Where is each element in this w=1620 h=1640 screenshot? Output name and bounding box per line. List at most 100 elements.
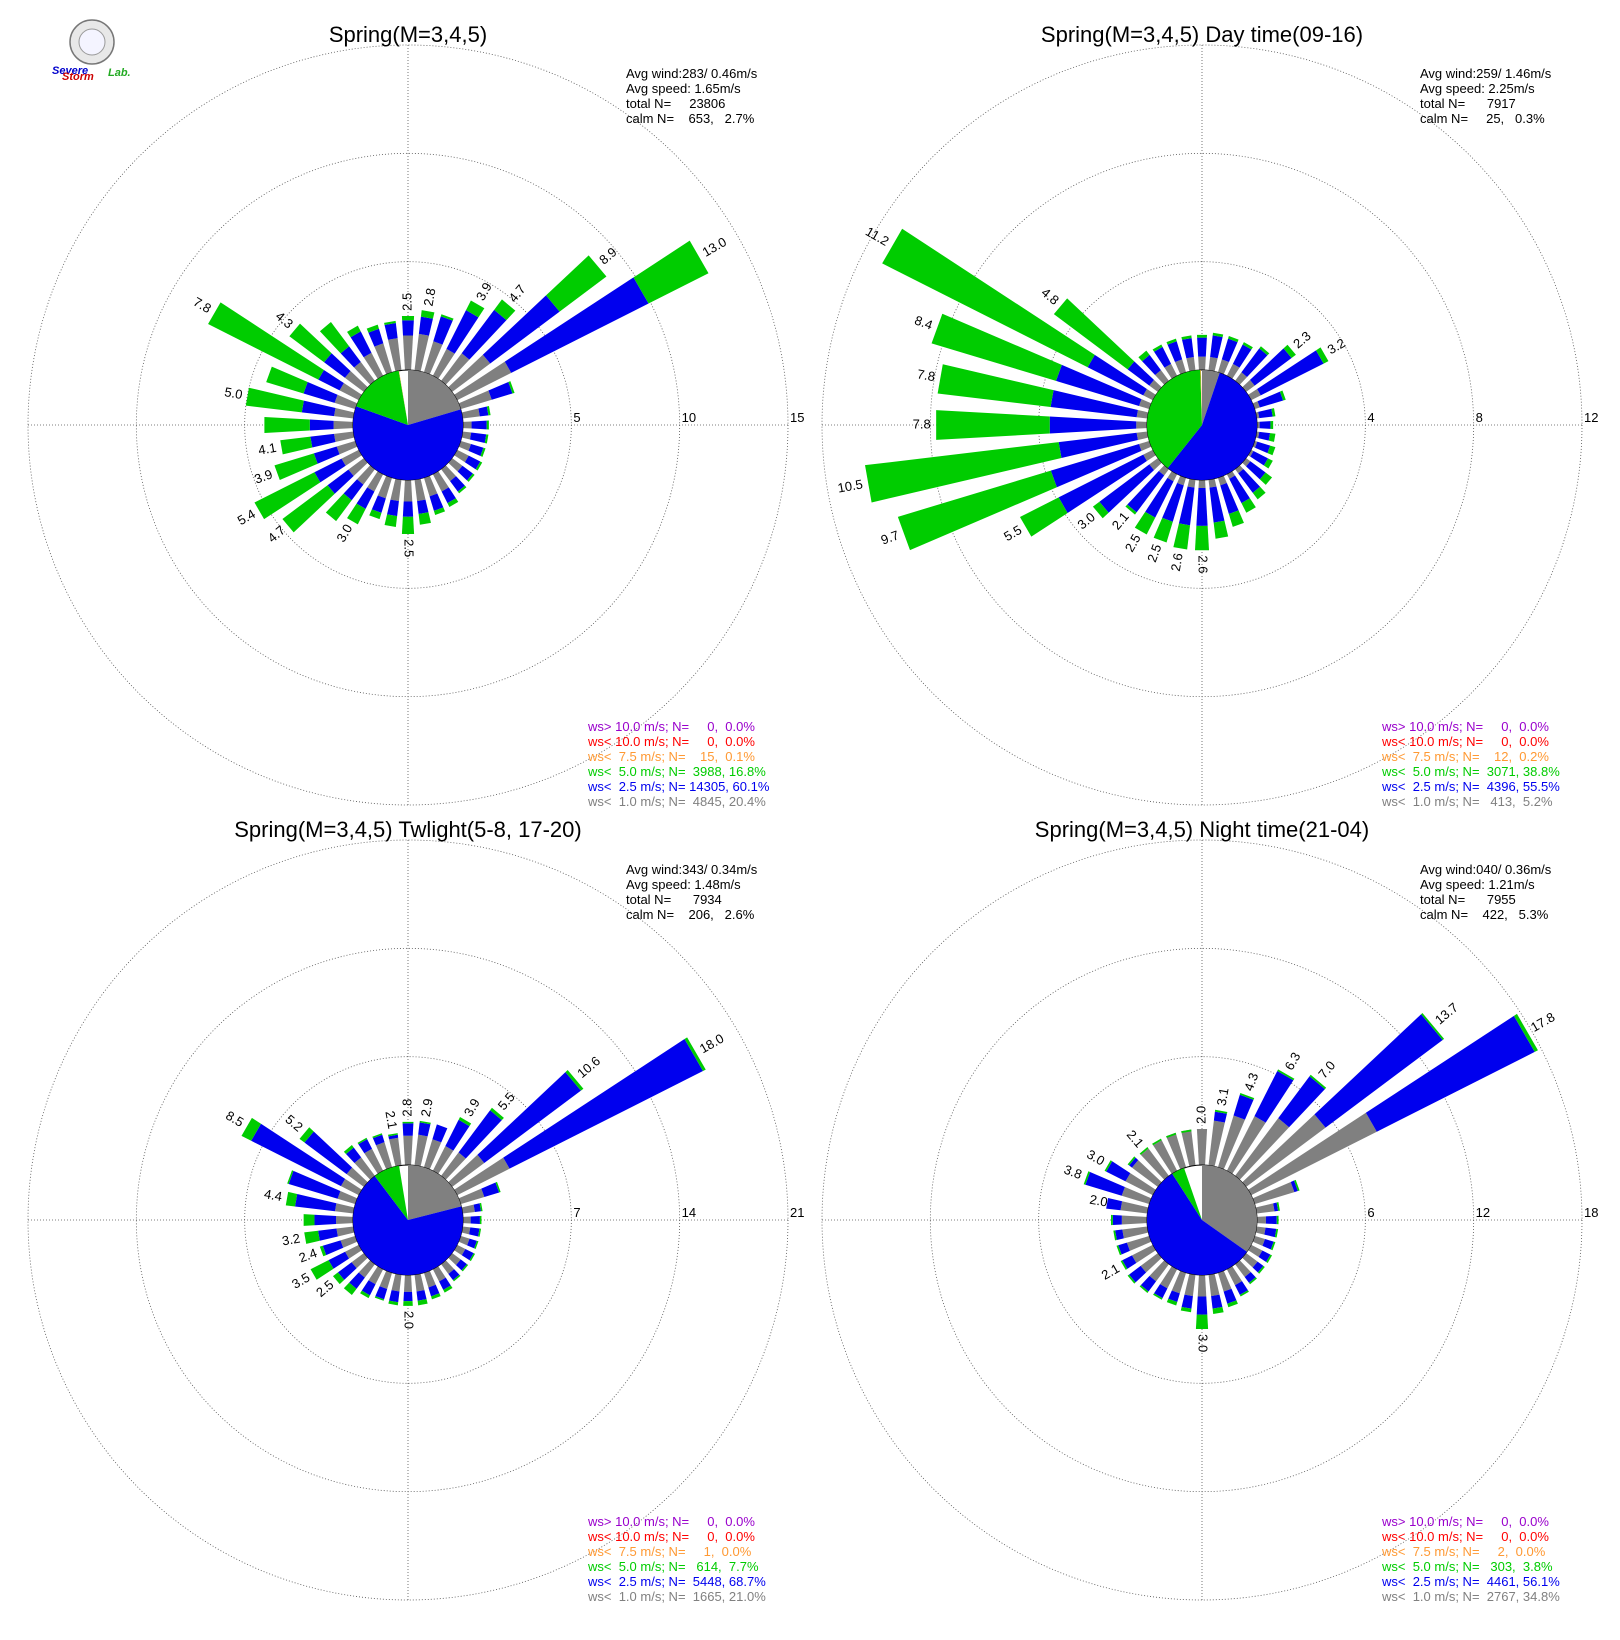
petal-segment-lt1 [363,352,384,379]
petal-segment-lt1 [1197,1274,1207,1297]
center-pie-slice-lt7-5 [398,370,408,425]
petal-peak-label: 10.5 [836,476,864,495]
petal-segment-lt2-5 [1154,1284,1168,1299]
petal-segment-lt2-5 [468,444,484,457]
petal-segment-lt1 [1234,1118,1290,1180]
legend-entry: ws< 5.0 m/s; N= 3071, 38.8% [1381,764,1560,779]
petal-segment-lt2-5 [1211,1294,1223,1309]
petal-peak-label: 2.1 [1099,1261,1122,1283]
petal-segment-lt2-5 [303,381,338,403]
petal-segment-lt1 [1186,356,1196,372]
petal-segment-lt5 [479,1215,482,1225]
petal-segment-lt1 [1248,449,1254,457]
petal-peak-label: 2.5 [1122,531,1144,554]
petal-segment-lt2-5 [372,1134,385,1146]
center-pie-slice-lt7-5 [1200,370,1202,425]
petal-peak-label: 2.4 [297,1245,319,1265]
stat-line: Avg wind:343/ 0.34m/s [626,862,758,877]
petal-segment-lt1 [458,1188,485,1205]
petal-segment-lt1 [337,1191,358,1205]
petal-segment-lt1 [1255,1203,1275,1214]
petal-segment-lt5 [1139,1285,1149,1293]
petal-segment-lt1 [1140,1148,1170,1180]
petal-segment-lt5 [208,302,324,380]
petal-segment-lt1 [1143,388,1156,401]
petal-peak-label: 3.0 [1196,1334,1211,1352]
petal-segment-lt5 [452,1274,461,1282]
petal-segment-lt5 [484,434,489,444]
petal-segment-lt2-5 [1278,1076,1325,1128]
petal-peak-label: 3.0 [333,521,355,544]
petal-segment-lt5 [289,323,332,363]
petal-segment-lt5 [403,1301,413,1306]
petal-segment-lt2-5 [1221,338,1238,363]
petal-segment-lt2-5 [418,316,433,336]
petal-segment-lt1 [414,1134,428,1167]
petal-segment-lt2-5 [417,499,429,515]
petal-segment-lt5 [1259,346,1270,356]
petal-segment-lt5 [486,420,489,430]
petal-segment-lt2-5 [1250,451,1269,466]
petal-segment-lt1 [334,394,358,410]
petal-segment-lt2-5 [1265,1215,1277,1225]
petal-segment-lt1 [458,440,472,451]
petal-segment-lt1 [1242,1114,1326,1188]
petal-segment-lt1 [423,1139,442,1170]
petal-segment-lt1 [375,1142,393,1170]
petal-segment-lt2-5 [441,487,456,504]
petal-segment-lt1 [1153,1140,1178,1174]
petal-segment-lt2-5 [504,277,649,373]
legend-entry: ws< 1.0 m/s; N= 4845, 20.4% [587,794,766,809]
petal-segment-lt1 [341,449,362,466]
petal-segment-lt1 [1226,1266,1243,1286]
petal-segment-lt5 [1294,1179,1300,1192]
petal-segment-lt2-5 [1122,1255,1137,1269]
petal-segment-lt1 [448,354,491,393]
petal-segment-lt2-5 [322,1240,344,1256]
petal-segment-lt5 [1242,342,1253,350]
petal-segment-lt5 [1263,458,1273,469]
ring-label: 6 [1367,1205,1374,1220]
petal-segment-lt5 [1309,1074,1327,1090]
petal-segment-lt1 [1208,1120,1225,1167]
petal-segment-lt1 [1122,1226,1149,1239]
petal-segment-lt2-5 [402,320,414,336]
petal-segment-lt5 [282,485,335,533]
stat-line: total N= 7917 [1420,96,1516,111]
petal-segment-lt5 [1116,1245,1122,1256]
petal-segment-lt5 [1152,344,1163,352]
legend-entry: ws< 1.0 m/s; N= 1665, 21.0% [587,1589,766,1604]
petal-segment-lt2-5 [318,369,344,391]
petal-segment-lt1 [1256,421,1260,429]
petal-segment-lt5 [474,1240,479,1249]
petal-segment-lt5 [1277,1069,1295,1081]
petal-segment-lt2-5 [310,433,336,448]
petal-segment-lt2-5 [1257,350,1324,396]
center-pie-slice-lt1 [1202,370,1220,425]
petal-segment-lt1 [364,1148,384,1174]
petal-segment-lt2-5 [1252,1261,1264,1273]
petal-segment-lt1 [462,1216,471,1224]
petal-segment-lt5 [304,1230,320,1244]
petal-segment-lt2-5 [314,1214,337,1226]
petal-segment-lt5 [372,1133,383,1139]
legend-entry: ws< 7.5 m/s; N= 15, 0.1% [587,749,755,764]
petal-peak-label: 3.9 [252,466,274,486]
petal-segment-lt1 [1248,388,1261,401]
petal-segment-lt2-5 [1223,1288,1237,1304]
petal-segment-lt1 [358,1260,376,1278]
petal-segment-lt2-5 [1142,354,1161,376]
petal-segment-lt2-5 [1234,1281,1248,1295]
petal-segment-lt1 [1196,1129,1208,1166]
ring-label: 15 [790,410,804,425]
petal-segment-lt2-5 [318,1228,338,1241]
petal-segment-lt1 [1136,421,1148,429]
petal-segment-lt1 [377,475,393,499]
petal-segment-lt5 [684,1037,706,1071]
petal-segment-lt2-5 [345,1147,362,1163]
petal-segment-lt1 [432,1146,454,1174]
petal-segment-lt5 [931,313,1062,381]
windrose-panel: 6 12 182.03.14.36.3 7.013.7 17.83.02.12.03.8… [821,817,1598,1604]
petal-peak-label: 13.0 [700,234,729,260]
petal-segment-lt5 [1127,1156,1136,1166]
